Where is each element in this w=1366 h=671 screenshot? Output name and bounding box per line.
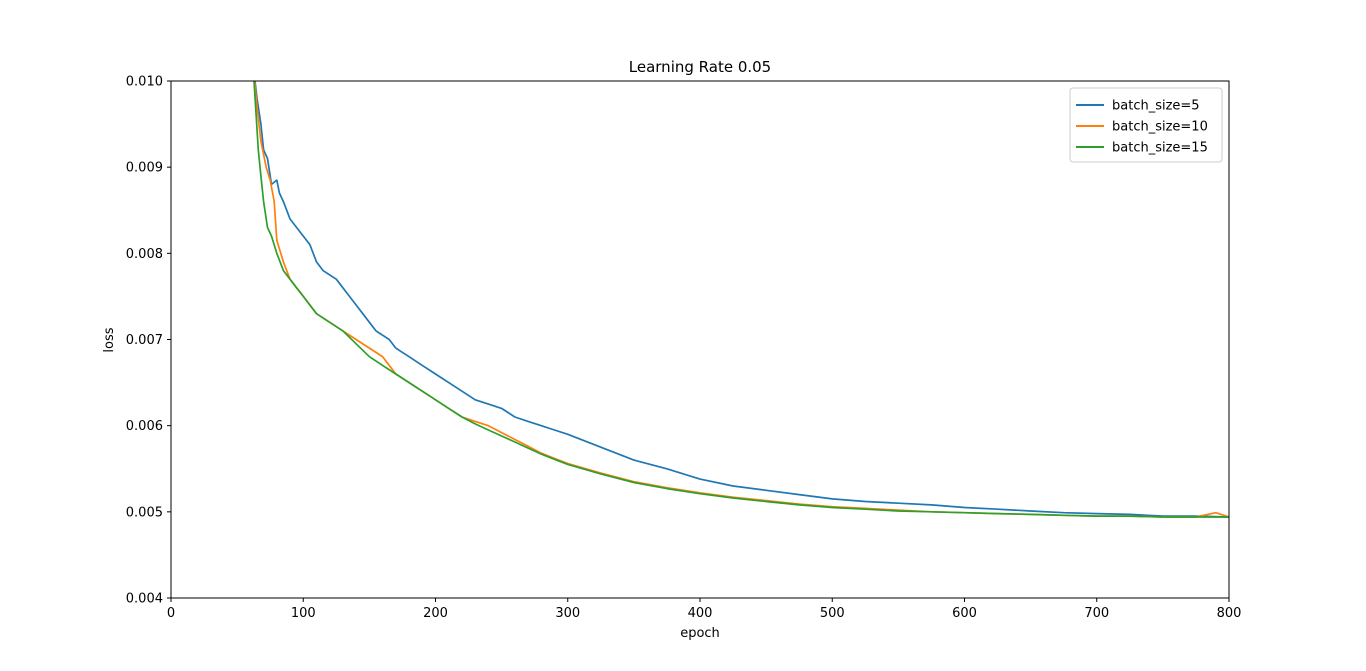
y-tick-label: 0.006 xyxy=(126,419,163,434)
y-tick-label: 0.009 xyxy=(126,161,163,176)
x-tick-label: 500 xyxy=(820,606,845,621)
x-axis-label: epoch xyxy=(680,626,720,641)
legend-box xyxy=(1069,87,1223,163)
series-line-1 xyxy=(254,81,1229,518)
y-axis: 0.004 0.005 0.006 0.007 0.008 0.009 0.010 xyxy=(126,75,171,607)
y-axis-label: loss xyxy=(102,327,117,352)
x-tick-label: 600 xyxy=(952,606,977,621)
plot-lines xyxy=(253,81,1229,518)
y-tick-label: 0.004 xyxy=(126,592,163,607)
x-tick-label: 0 xyxy=(167,606,175,621)
legend-entry: batch_size=10 xyxy=(1112,120,1208,135)
legend-entry: batch_size=15 xyxy=(1112,141,1208,156)
legend: batch_size=5 batch_size=10 batch_size=15 xyxy=(1069,87,1223,163)
chart-title: Learning Rate 0.05 xyxy=(629,58,771,76)
series-line-3 xyxy=(253,81,1229,518)
y-tick-label: 0.007 xyxy=(126,333,163,348)
x-axis: 0 100 200 300 400 500 600 700 800 xyxy=(167,598,1242,621)
x-tick-label: 800 xyxy=(1217,606,1242,621)
x-tick-label: 100 xyxy=(291,606,316,621)
y-tick-label: 0.005 xyxy=(126,505,163,520)
x-tick-label: 200 xyxy=(423,606,448,621)
x-tick-label: 300 xyxy=(555,606,580,621)
x-tick-label: 700 xyxy=(1084,606,1109,621)
y-tick-label: 0.008 xyxy=(126,247,163,262)
x-tick-label: 400 xyxy=(688,606,713,621)
y-tick-label: 0.010 xyxy=(126,75,163,90)
legend-entry: batch_size=5 xyxy=(1112,99,1200,114)
